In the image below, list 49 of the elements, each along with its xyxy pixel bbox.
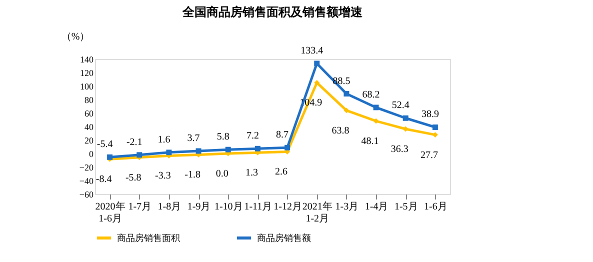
data-label: 8.7 <box>276 130 289 141</box>
x-tick-label: 2020年 1-6月 <box>95 200 126 224</box>
y-tick-label: 80 <box>84 95 94 105</box>
y-tick-label: −60 <box>79 190 94 200</box>
chart-title: 全国商品房销售面积及销售额增速 <box>182 5 364 19</box>
data-label: 2.6 <box>275 166 288 178</box>
x-tick-label: 1-12月 <box>274 202 302 212</box>
y-tick-label: 60 <box>84 108 94 118</box>
data-label: 63.8 <box>332 125 350 136</box>
legend-label: 商品房销售额 <box>257 233 311 244</box>
data-label: 0.0 <box>216 168 228 180</box>
y-axis-title: （%） <box>61 32 90 42</box>
x-tick-label: 1-7月 <box>128 202 152 212</box>
data-label: 7.2 <box>246 130 259 142</box>
data-label: 5.8 <box>216 132 230 143</box>
legend-label: 商品房销售面积 <box>117 233 180 244</box>
data-label: 1.6 <box>158 134 170 146</box>
y-tick-label: 140 <box>80 54 94 64</box>
data-label: -5.4 <box>96 139 113 150</box>
y-tick-label: 100 <box>80 82 94 92</box>
data-label: -8.4 <box>96 174 112 186</box>
data-label: 27.7 <box>420 150 438 161</box>
y-tick-label: 20 <box>84 136 94 146</box>
data-label: 68.2 <box>362 89 380 100</box>
x-tick-label: 1-5月 <box>394 202 418 212</box>
y-tick-label: −40 <box>79 176 94 186</box>
x-tick-label: 1-3月 <box>335 202 359 212</box>
x-tick-label: 2021年 1-2月 <box>302 200 332 224</box>
data-label: 38.9 <box>421 109 439 120</box>
y-tick-label: 0 <box>89 149 94 159</box>
y-tick-label: 120 <box>80 68 94 78</box>
x-tick-label: 1-9月 <box>187 202 211 212</box>
x-tick-label: 1-6月 <box>424 202 448 212</box>
data-label: -2.1 <box>126 136 142 148</box>
data-label: -5.8 <box>125 172 142 184</box>
data-label: 3.7 <box>187 133 200 144</box>
x-tick-label: 1-10月 <box>214 202 243 212</box>
data-label: -1.8 <box>184 170 200 181</box>
x-tick-label: 1-8月 <box>158 202 182 212</box>
y-tick-label: 40 <box>84 122 94 132</box>
data-label: 48.1 <box>361 136 379 148</box>
x-tick-label: 1-11月 <box>244 202 272 212</box>
data-label: 133.4 <box>300 45 324 56</box>
data-label: 52.4 <box>392 100 410 112</box>
data-label: -3.3 <box>155 170 171 182</box>
x-tick-label: 1-4月 <box>364 202 388 212</box>
y-tick-label: −20 <box>79 162 94 172</box>
data-label: 1.3 <box>245 168 258 179</box>
data-label: 36.3 <box>390 144 408 155</box>
